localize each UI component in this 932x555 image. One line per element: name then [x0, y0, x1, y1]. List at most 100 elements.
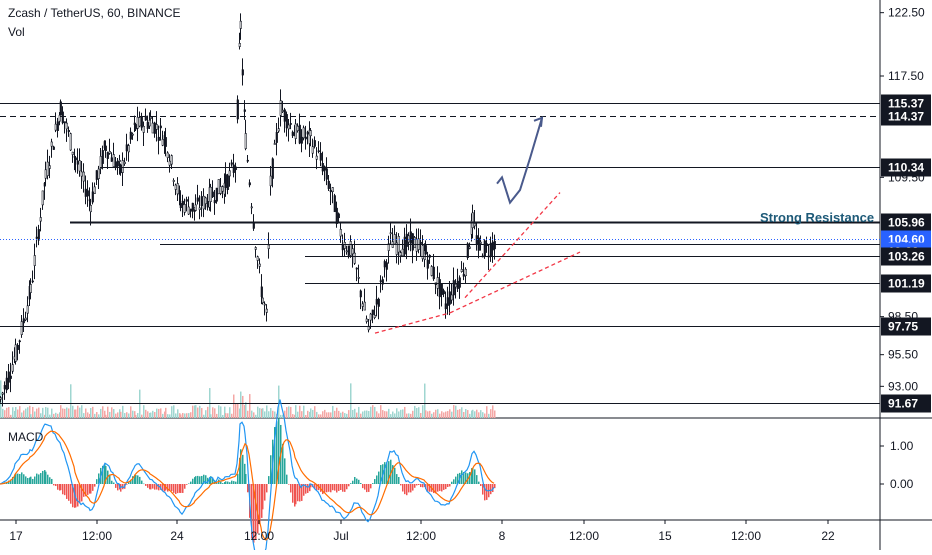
macd-histogram-bar	[404, 484, 406, 495]
candle-body	[473, 223, 476, 227]
volume-bar	[334, 410, 336, 418]
macd-histogram-bar	[194, 477, 196, 484]
candle-body	[458, 277, 461, 288]
candle-body	[185, 199, 188, 202]
volume-bar	[418, 407, 420, 418]
volume-bar	[242, 395, 244, 418]
volume-bar	[346, 413, 348, 418]
volume-bar	[492, 405, 494, 418]
candle-body	[121, 160, 124, 173]
candle-body	[383, 261, 386, 268]
candle-body	[82, 171, 85, 182]
candle-body	[426, 259, 429, 269]
macd-histogram-bar	[253, 484, 255, 543]
symbol-title[interactable]: Zcash / TetherUS, 60, BINANCE	[8, 6, 181, 20]
candle-body	[37, 229, 40, 241]
macd-histogram-bar	[480, 484, 482, 487]
volume-bars	[0, 380, 496, 418]
volume-bar	[420, 412, 422, 418]
time-tick-label: 12:00	[244, 529, 274, 543]
macd-histogram-bar	[386, 462, 388, 484]
volume-bar	[207, 406, 209, 418]
volume-bar	[278, 385, 280, 418]
volume-bar	[89, 413, 91, 418]
macd-histogram-bar	[66, 484, 68, 499]
volume-bar	[201, 408, 203, 418]
volume-bar	[96, 411, 98, 418]
price-badge	[881, 394, 931, 413]
macd-histogram-bar	[410, 484, 412, 493]
volume-label[interactable]: Vol	[8, 25, 25, 39]
candle-body	[323, 166, 326, 171]
macd-histogram-bar	[390, 459, 392, 484]
time-tick-label: 12:00	[731, 529, 761, 543]
volume-bar	[305, 414, 307, 418]
macd-histogram-bar	[376, 475, 378, 484]
candle-body	[0, 397, 2, 400]
macd-histogram-bar	[486, 484, 488, 500]
candle-body	[140, 115, 143, 128]
volume-bar	[274, 411, 276, 418]
macd-histogram-bar	[261, 484, 263, 518]
volume-bar	[111, 407, 113, 418]
candle-body	[5, 377, 8, 391]
macd-line	[0, 399, 495, 555]
candle-body	[238, 43, 241, 47]
volume-bar	[322, 411, 324, 418]
volume-bar	[79, 407, 81, 418]
macd-histogram-bar	[21, 472, 23, 484]
macd-histogram-bar	[64, 484, 66, 496]
macd-histogram-bar	[354, 476, 356, 484]
candle-body	[239, 20, 242, 29]
candle-body	[419, 241, 422, 244]
volume-bar	[156, 408, 158, 418]
volume-bar	[124, 413, 126, 418]
candle-body	[493, 240, 496, 250]
volume-bar	[352, 409, 354, 418]
macd-histogram-bar	[492, 484, 494, 493]
macd-histogram-bar	[89, 484, 91, 494]
macd-histogram-bar	[143, 483, 145, 485]
volume-bar	[83, 413, 85, 418]
price-tick-label: 95.50	[888, 348, 918, 362]
volume-bar	[60, 405, 62, 418]
volume-bar	[467, 410, 469, 418]
macd-histogram-bar	[34, 476, 36, 484]
volume-bar	[388, 408, 390, 418]
candle-body	[325, 168, 328, 180]
volume-bar	[239, 408, 241, 418]
candle-body	[209, 186, 212, 202]
macd-histogram-bar	[152, 484, 154, 489]
candle-body	[252, 223, 255, 229]
macd-histogram-bar	[290, 484, 292, 493]
volume-bar	[244, 405, 246, 418]
macd-histogram-bar	[44, 470, 46, 484]
volume-bar	[484, 413, 486, 418]
macd-tick-label: 0.00	[890, 477, 914, 491]
price-pane-bg	[0, 0, 880, 418]
volume-bar	[288, 406, 290, 418]
volume-bar	[356, 412, 358, 418]
candle-body	[230, 162, 233, 165]
volume-bar	[197, 407, 199, 418]
candle-body	[381, 279, 384, 285]
volume-bar	[19, 406, 21, 418]
candle-body	[204, 197, 207, 204]
candle-body	[263, 303, 266, 306]
macd-histogram-bar	[154, 484, 156, 490]
macd-histogram-bar	[14, 475, 16, 484]
volume-bar	[233, 394, 235, 418]
volume-bar	[443, 412, 445, 418]
candle-body	[114, 161, 117, 168]
volume-bar	[286, 407, 288, 418]
candle-body	[35, 236, 38, 239]
volume-bar	[160, 408, 162, 418]
volume-bar	[126, 412, 128, 418]
volume-bar	[259, 408, 261, 418]
macd-histogram-bar	[328, 484, 330, 492]
macd-label[interactable]: MACD	[8, 430, 44, 444]
volume-bar	[147, 411, 149, 418]
macd-histogram-bar	[274, 427, 276, 484]
macd-histogram-bar	[77, 484, 79, 507]
